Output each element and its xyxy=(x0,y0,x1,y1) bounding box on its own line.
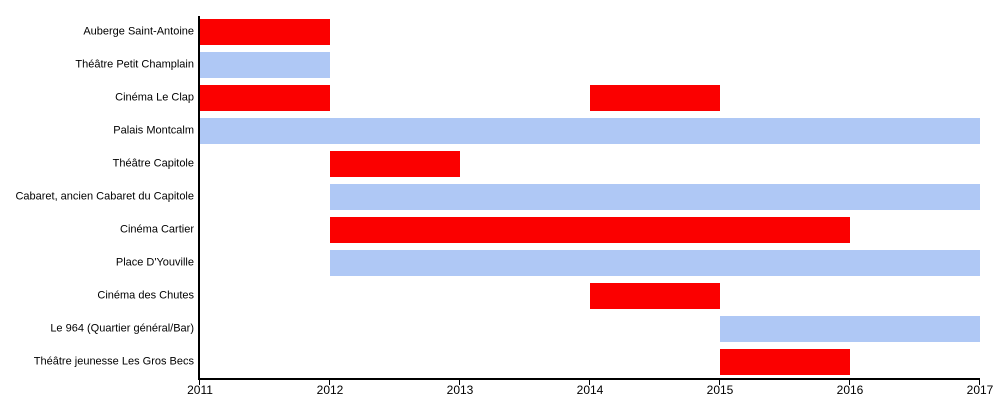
timeline-bar-blue xyxy=(329,184,980,210)
x-axis-tick-mark xyxy=(979,380,980,385)
x-axis-tick-label: 2012 xyxy=(316,383,344,397)
x-axis-tick-label: 2017 xyxy=(966,383,994,397)
x-axis-tick-mark xyxy=(589,380,590,385)
row-label: Cinéma Cartier xyxy=(120,223,194,236)
plot-area xyxy=(198,16,980,380)
timeline-bar-red xyxy=(329,151,460,178)
x-axis-tick-mark xyxy=(719,380,720,385)
x-axis-tick-mark xyxy=(329,380,330,385)
row-label: Place D'Youville xyxy=(115,256,194,269)
timeline-bar-red xyxy=(719,348,850,375)
x-axis-tick-label: 2014 xyxy=(576,383,604,397)
row-label: Cabaret, ancien Cabaret du Capitole xyxy=(15,190,194,203)
timeline-bar-red xyxy=(200,85,330,112)
x-axis-tick-mark xyxy=(199,380,200,385)
x-axis-tick-label: 2015 xyxy=(706,383,734,397)
row-label: Le 964 (Quartier général/Bar) xyxy=(50,322,194,335)
timeline-bar-red xyxy=(200,19,330,46)
x-axis-tick-mark xyxy=(849,380,850,385)
row-label: Théâtre jeunesse Les Gros Becs xyxy=(33,355,194,368)
timeline-bar-blue xyxy=(719,315,980,342)
row-label: Théâtre Capitole xyxy=(112,157,194,170)
row-label: Palais Montcalm xyxy=(113,124,194,137)
timeline-bar-red xyxy=(329,216,850,243)
row-label: Auberge Saint-Antoine xyxy=(83,25,194,38)
timeline-bar-blue xyxy=(200,118,980,145)
x-axis-tick-label: 2013 xyxy=(446,383,474,397)
row-label: Théâtre Petit Champlain xyxy=(75,58,194,71)
x-axis-tick-label: 2011 xyxy=(187,383,213,397)
timeline-bar-red xyxy=(590,282,720,309)
timeline-bar-blue xyxy=(329,249,980,276)
x-axis-tick-label: 2016 xyxy=(836,383,864,397)
timeline-bar-red xyxy=(590,85,720,112)
row-label: Cinéma des Chutes xyxy=(97,289,194,302)
row-label: Cinéma Le Clap xyxy=(115,91,194,104)
x-axis-tick-mark xyxy=(459,380,460,385)
timeline-bar-blue xyxy=(200,52,330,79)
